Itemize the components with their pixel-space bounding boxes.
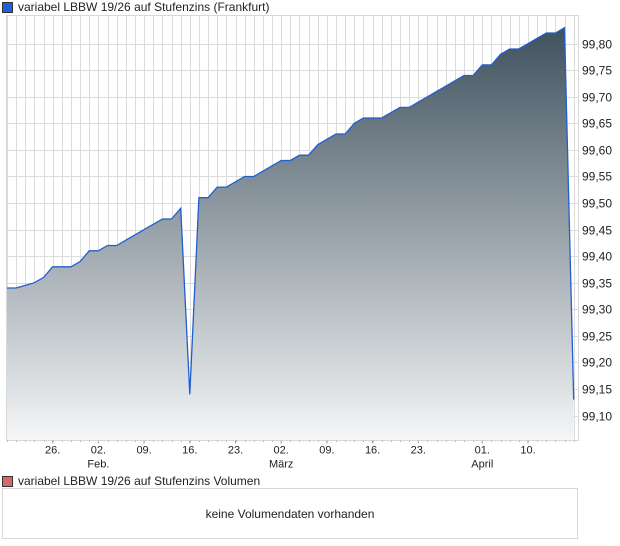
- y-tick-label: 99,35: [582, 277, 612, 291]
- y-tick-label: 99,20: [582, 356, 612, 370]
- x-tick-day: 16.: [365, 445, 380, 457]
- x-tick-day: 23.: [411, 445, 426, 457]
- y-tick-label: 99,15: [582, 383, 612, 397]
- x-tick-day: 23.: [228, 445, 243, 457]
- price-chart: 99,10 99,15 99,20 99,25 99,30 99,35 99,40 99,45…: [6, 15, 612, 471]
- price-line: [7, 26, 575, 400]
- y-tick-label: 99,55: [582, 170, 612, 184]
- price-legend-swatch: [2, 1, 13, 13]
- y-tick-label: 99,50: [582, 197, 612, 211]
- volume-empty-message: keine Volumendaten vorhanden: [205, 506, 375, 521]
- x-tick-day: 09.: [319, 445, 334, 457]
- x-tick-day: 02.: [91, 445, 106, 457]
- price-legend-label: variabel LBBW 19/26 auf Stufenzins (Fran…: [18, 0, 270, 14]
- y-tick-label: 99,70: [582, 91, 612, 105]
- volume-legend: variabel LBBW 19/26 auf Stufenzins Volum…: [2, 474, 260, 488]
- y-tick-label: 99,65: [582, 117, 612, 131]
- price-legend: variabel LBBW 19/26 auf Stufenzins (Fran…: [2, 0, 269, 14]
- price-area: [7, 27, 574, 441]
- x-tick-day: 01.: [475, 445, 490, 457]
- plot-border: [6, 15, 579, 441]
- y-tick-label: 99,40: [582, 250, 612, 264]
- y-tick-label: 99,45: [582, 224, 612, 238]
- x-tick-day: 16.: [182, 445, 197, 457]
- x-tick-day: 10.: [520, 445, 535, 457]
- x-tick-month: April: [471, 459, 493, 471]
- y-tick-label: 99,60: [582, 144, 612, 158]
- y-tick-label: 99,30: [582, 303, 612, 317]
- x-tick-day: 09.: [136, 445, 151, 457]
- x-tick-day: 02.: [274, 445, 289, 457]
- y-tick-label: 99,75: [582, 64, 612, 78]
- y-tick-label: 99,10: [582, 410, 612, 424]
- y-tick-label: 99,25: [582, 330, 612, 344]
- volume-legend-label: variabel LBBW 19/26 auf Stufenzins Volum…: [18, 474, 261, 488]
- volume-panel: keine Volumendaten vorhanden: [2, 488, 578, 539]
- x-tick-day: 26.: [45, 445, 60, 457]
- volume-legend-swatch: [2, 475, 13, 487]
- x-tick-month: Feb.: [87, 459, 109, 471]
- y-tick-label: 99,80: [582, 38, 612, 52]
- x-tick-month: März: [269, 459, 293, 471]
